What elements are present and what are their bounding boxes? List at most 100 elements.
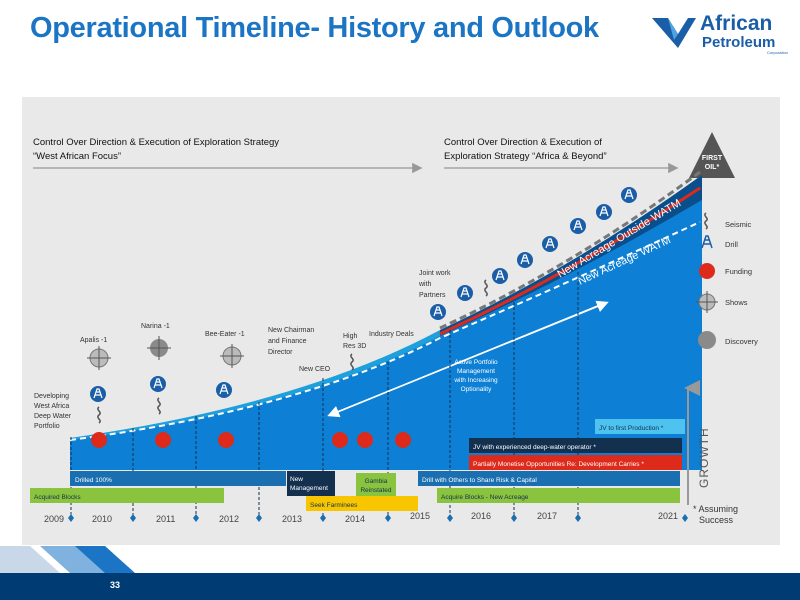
shows-icons bbox=[87, 336, 244, 370]
bar-seek-farminees-label: Seek Farminees bbox=[310, 502, 358, 509]
chairman-line2: and Finance bbox=[268, 338, 307, 345]
band-red-stripe bbox=[439, 186, 701, 336]
developing-line2: West Africa bbox=[34, 403, 69, 410]
year-2012: 2012 bbox=[219, 514, 239, 524]
legend-discovery: Discovery bbox=[725, 337, 758, 346]
footer-bar bbox=[0, 573, 800, 600]
bar-partially-monetise-label: Partially Monetise Opportunities Re: Dev… bbox=[473, 461, 644, 468]
bar-acquired-blocks bbox=[30, 488, 224, 503]
timeline-diamonds bbox=[68, 514, 688, 522]
page-number: 33 bbox=[110, 580, 121, 590]
year-2011: 2011 bbox=[156, 514, 175, 524]
narina-label: Narina -1 bbox=[141, 323, 170, 330]
drill-icon bbox=[596, 204, 612, 220]
year-2013: 2013 bbox=[282, 514, 302, 524]
logo-line1: African bbox=[700, 12, 773, 35]
active-portfolio-line1: Active Portfolio bbox=[454, 359, 498, 366]
bar-gambia-line1: Gambia bbox=[365, 478, 388, 485]
bar-partially-monetise bbox=[469, 455, 682, 470]
logo-line2: Petroleum bbox=[702, 34, 776, 51]
drill-icon bbox=[542, 236, 558, 252]
legend-drill: Drill bbox=[725, 240, 738, 249]
bar-acquire-blocks-new-label: Acquire Blocks - New Acreage bbox=[441, 494, 529, 501]
first-oil-triangle bbox=[689, 132, 735, 178]
bar-acquired-blocks-label: Acquired Blocks bbox=[34, 494, 81, 501]
joint-work-line2: with bbox=[418, 281, 432, 288]
chairman-line1: New Chairman bbox=[268, 327, 314, 334]
year-2016: 2016 bbox=[471, 511, 491, 521]
shows-icon bbox=[87, 346, 111, 370]
joint-work-line3: Partners bbox=[419, 292, 446, 299]
developing-line3: Deep Water bbox=[34, 413, 72, 420]
developing-line1: Developing bbox=[34, 393, 69, 400]
drill-icon bbox=[570, 218, 586, 234]
developing-line4: Portfolio bbox=[34, 423, 60, 430]
bar-acquire-blocks-new bbox=[437, 488, 680, 503]
bar-drill-with-others-label: Drill with Others to Share Risk & Capita… bbox=[422, 477, 537, 484]
portfolio-arrow-right bbox=[329, 300, 609, 416]
legend-shows-icon bbox=[696, 291, 718, 313]
shows-icon bbox=[220, 344, 244, 368]
active-portfolio-line3: with Increasing bbox=[453, 377, 498, 384]
logo-mark-icon bbox=[652, 18, 696, 48]
bar-drill-with-others bbox=[418, 471, 680, 486]
new-ceo-label: New CEO bbox=[299, 366, 331, 373]
joint-work-line1: Joint work bbox=[419, 270, 451, 277]
active-portfolio-line4: Optionality bbox=[461, 386, 492, 393]
drill-icon bbox=[216, 382, 232, 398]
bar-gambia-line2: Reinstated bbox=[360, 487, 391, 494]
funding-markers bbox=[91, 432, 411, 448]
year-2021: 2021 bbox=[658, 511, 678, 521]
milestone-lines bbox=[70, 272, 579, 517]
seismic-icon bbox=[350, 353, 354, 371]
growth-area bbox=[70, 200, 702, 470]
page-title: Operational Timeline- History and Outloo… bbox=[30, 12, 599, 44]
high-res-line1: High bbox=[343, 333, 358, 340]
footer-stripe bbox=[40, 546, 115, 573]
seismic-icon bbox=[157, 397, 161, 415]
bar-new-management-line1: New bbox=[290, 476, 303, 483]
company-logo: African Petroleum Corporation bbox=[650, 10, 795, 55]
legend-seismic-icon bbox=[704, 212, 708, 230]
strategy-right-line1: Control Over Direction & Execution of bbox=[444, 137, 602, 148]
strategy-left-line1: Control Over Direction & Execution of Ex… bbox=[33, 137, 279, 148]
legend-funding: Funding bbox=[725, 267, 752, 276]
year-2010: 2010 bbox=[92, 514, 112, 524]
footer-stripe bbox=[75, 546, 135, 573]
chairman-line3: Director bbox=[268, 349, 293, 356]
active-portfolio-line2: Management bbox=[457, 368, 495, 375]
logo-line3: Corporation bbox=[767, 50, 788, 55]
bar-jv-operator bbox=[469, 438, 682, 453]
bar-gambia bbox=[356, 473, 396, 497]
drill-icon bbox=[492, 268, 508, 284]
drill-icons bbox=[90, 187, 637, 402]
drill-icon bbox=[517, 252, 533, 268]
band-outside-watm bbox=[440, 175, 702, 336]
legend-shows: Shows bbox=[725, 298, 748, 307]
year-2009: 2009 bbox=[44, 514, 64, 524]
bar-jv-operator-label: JV with experienced deep-water operator … bbox=[473, 444, 596, 451]
footer-stripe bbox=[0, 546, 60, 573]
strategy-right-line2: Exploration Strategy “Africa & Beyond” bbox=[444, 151, 607, 162]
band-upper-dash bbox=[439, 170, 701, 330]
seismic-icon bbox=[484, 279, 488, 297]
growth-curve-dash bbox=[69, 221, 701, 441]
year-labels: 2009 2010 2011 2012 2013 2014 2015 2016 … bbox=[44, 511, 678, 524]
growth-label: GROWTH bbox=[697, 427, 711, 488]
bar-jv-first-production bbox=[595, 419, 685, 434]
bee-eater-label: Bee-Eater -1 bbox=[205, 331, 245, 338]
strategy-left-line2: “West African Focus” bbox=[33, 151, 121, 162]
legend: Seismic Drill Funding Shows Discovery bbox=[696, 212, 758, 349]
drill-icon bbox=[150, 376, 166, 392]
legend-drill-icon bbox=[701, 235, 713, 249]
drill-icon bbox=[430, 304, 446, 320]
legend-seismic: Seismic bbox=[725, 220, 752, 229]
industry-deals-label: Industry Deals bbox=[369, 331, 414, 338]
first-oil-line1: FIRST bbox=[702, 155, 723, 162]
bar-drilled-label: Drilled 100% bbox=[75, 477, 112, 484]
drill-icon bbox=[621, 187, 637, 203]
discovery-icon bbox=[147, 336, 171, 360]
bar-drilled bbox=[70, 471, 286, 486]
high-res-line2: Res 3D bbox=[343, 343, 366, 350]
